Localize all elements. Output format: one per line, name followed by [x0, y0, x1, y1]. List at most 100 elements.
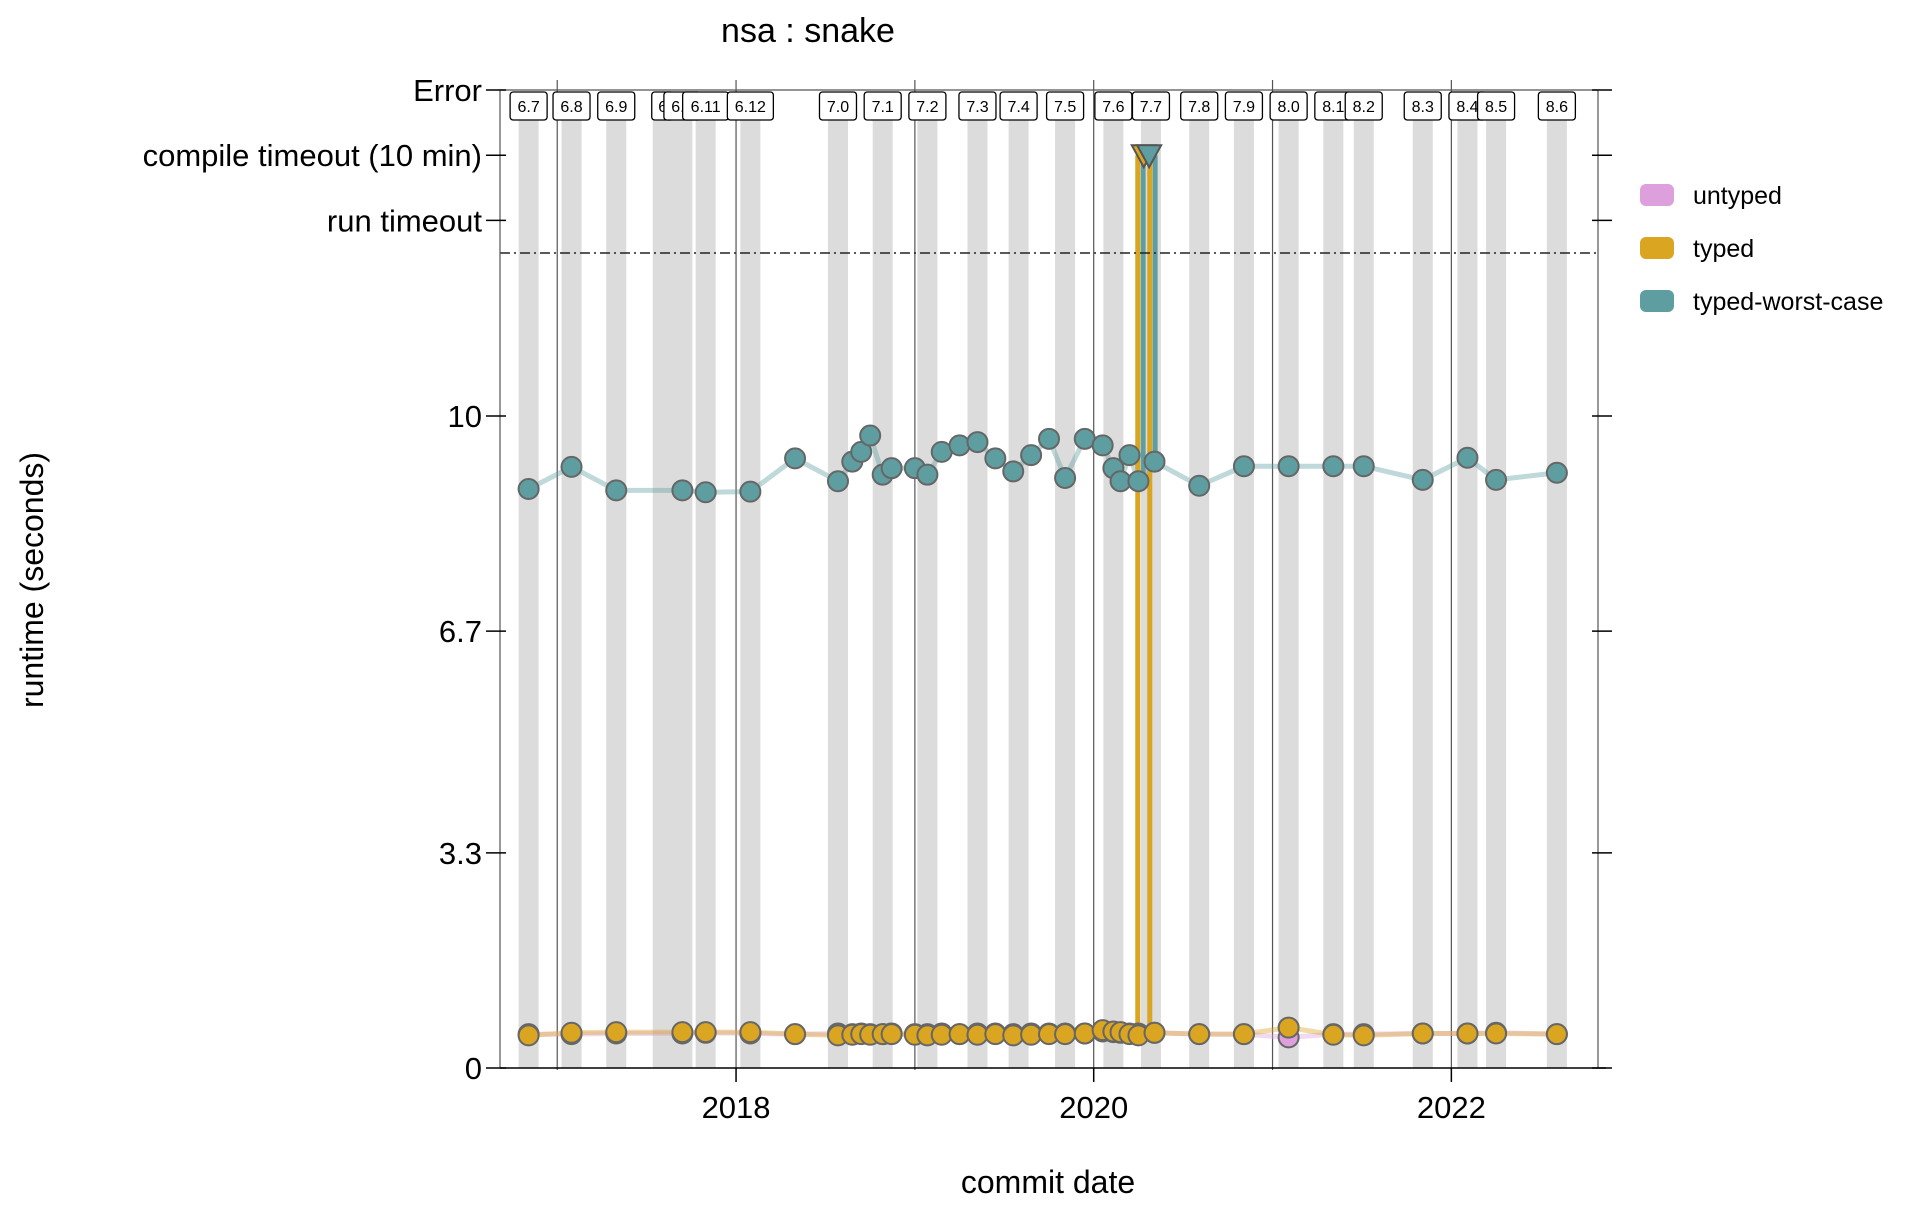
point-typed-worst-case-14: [916, 463, 939, 486]
release-box-6-7-0: [509, 91, 548, 121]
point-typed-31: [1232, 1023, 1255, 1046]
point-typed-4: [694, 1021, 717, 1044]
point-typed-worst-case-37: [1485, 468, 1508, 491]
point-typed-worst-case-18: [984, 447, 1007, 470]
release-band-7-9-16: [1233, 120, 1254, 1068]
point-typed-worst-case-35: [1411, 468, 1434, 491]
release-band-7-6-13: [1103, 120, 1124, 1068]
point-typed-worst-case-7: [826, 470, 849, 493]
x-tick-label-2020: 2020: [1059, 1090, 1128, 1125]
point-typed-38: [1545, 1023, 1568, 1046]
legend-swatch-typed-worst-case: [1640, 290, 1674, 312]
release-label-7-9-16: 7.9: [1233, 99, 1255, 116]
point-typed-worst-case-10: [859, 424, 882, 447]
y-tick-label-compile-timeout-10-min: compile timeout (10 min): [143, 138, 482, 173]
release-label-7-0-7: 7.0: [827, 99, 849, 116]
release-box-8-6-23: [1537, 91, 1577, 121]
point-typed-33: [1322, 1023, 1345, 1046]
release-box-8-5-22: [1476, 91, 1516, 121]
point-typed-worst-case-16: [948, 434, 971, 457]
point-typed-worst-case-17: [966, 431, 989, 454]
legend-label-typed: typed: [1693, 235, 1754, 263]
release-band-6-11-5: [695, 120, 716, 1068]
point-typed-worst-case-24: [1091, 434, 1114, 457]
y-tick-label-3-3: 3.3: [439, 836, 482, 871]
release-label-6-7-0: 6.7: [517, 99, 539, 116]
x-tick-label-2018: 2018: [702, 1090, 771, 1125]
release-label-6-3: 6: [658, 99, 667, 116]
release-box-7-4-11: [999, 91, 1038, 121]
release-label-7-8-15: 7.8: [1188, 99, 1210, 116]
point-typed-23: [1073, 1022, 1096, 1045]
release-band-8-1-18: [1323, 120, 1344, 1068]
point-typed-worst-case-21: [1038, 427, 1060, 450]
release-label-6-12-6: 6.12: [735, 99, 766, 116]
y-tick-label-10: 10: [448, 399, 482, 434]
point-typed-worst-case-1: [560, 455, 583, 478]
release-label-7-3-10: 7.3: [966, 99, 988, 116]
release-band-8-3-20: [1412, 120, 1433, 1068]
series-layer: [517, 144, 1568, 1049]
release-band-8-2-19: [1353, 120, 1374, 1068]
point-typed-worst-case-2: [605, 479, 628, 502]
y-tick-label-run-timeout: run timeout: [327, 203, 482, 238]
release-band-7-5-12: [1055, 120, 1076, 1068]
release-label-7-4-11: 7.4: [1007, 99, 1029, 116]
point-typed-worst-case-6: [784, 447, 807, 470]
point-typed-worst-case-33: [1322, 455, 1345, 478]
release-label-7-2-9: 7.2: [916, 99, 938, 116]
release-label-8-2-19: 8.2: [1353, 99, 1375, 116]
point-typed-6: [784, 1023, 807, 1046]
release-box-7-3-10: [958, 91, 997, 121]
point-typed-29: [1143, 1021, 1166, 1044]
point-typed-30: [1188, 1023, 1211, 1046]
point-typed-worst-case-28: [1127, 470, 1150, 493]
point-typed-worst-case-4: [694, 481, 717, 504]
release-band-7-2-9: [917, 120, 938, 1068]
point-typed-5: [739, 1021, 762, 1044]
point-typed-3: [671, 1021, 694, 1044]
point-typed-worst-case-5: [739, 480, 762, 503]
point-typed-worst-case-34: [1352, 455, 1375, 478]
legend-swatch-untyped: [1640, 184, 1674, 206]
point-typed-worst-case-19: [1002, 460, 1025, 483]
release-band-6-12-6: [740, 120, 761, 1068]
timeout-marker-typed-worst-case: [1135, 144, 1163, 170]
x-tick-label-2022: 2022: [1417, 1090, 1486, 1125]
release-box-8-0-17: [1269, 91, 1308, 121]
release-box-7-7-14: [1131, 91, 1171, 121]
release-band-6-9-2: [606, 120, 627, 1068]
release-label-7-5-12: 7.5: [1054, 99, 1076, 116]
point-typed-worst-case-20: [1020, 444, 1043, 467]
release-band-7-0-7: [827, 120, 848, 1068]
release-box-7-0-7: [818, 91, 858, 121]
point-typed-worst-case-31: [1232, 455, 1255, 478]
legend-label-typed-worst-case: typed-worst-case: [1693, 288, 1883, 316]
release-box-8-3-20: [1403, 91, 1442, 121]
release-band-7-8-15: [1189, 120, 1210, 1068]
y-tick-label-error: Error: [413, 73, 482, 108]
chart-title: nsa : snake: [721, 12, 895, 50]
legend: untyped typed typed-worst-case: [1640, 182, 1883, 316]
release-band-6-8-1: [561, 120, 582, 1068]
release-label-6-9-2: 6.9: [605, 99, 627, 116]
release-band-6-3: [652, 120, 673, 1068]
point-typed-worst-case-3: [671, 479, 694, 502]
point-typed-12: [880, 1023, 903, 1046]
release-band-8-5-22: [1486, 120, 1507, 1068]
release-label-6-8-1: 6.8: [560, 99, 582, 116]
release-label-8-5-22: 8.5: [1485, 99, 1507, 116]
release-label-8-4-21: 8.4: [1456, 99, 1478, 116]
point-typed-worst-case-29: [1143, 450, 1166, 473]
release-box-7-1-8: [863, 91, 902, 121]
point-typed-worst-case-22: [1054, 466, 1077, 489]
release-band-7-4-11: [1008, 120, 1029, 1068]
y-tick-label-0: 0: [465, 1051, 482, 1086]
y-axis-title: runtime (seconds): [14, 452, 50, 708]
legend-label-untyped: untyped: [1693, 182, 1782, 210]
release-band-7-3-10: [967, 120, 988, 1068]
year-lines: [556, 80, 1452, 1070]
point-typed-worst-case-30: [1188, 474, 1211, 497]
x-axis-title: commit date: [961, 1164, 1135, 1200]
